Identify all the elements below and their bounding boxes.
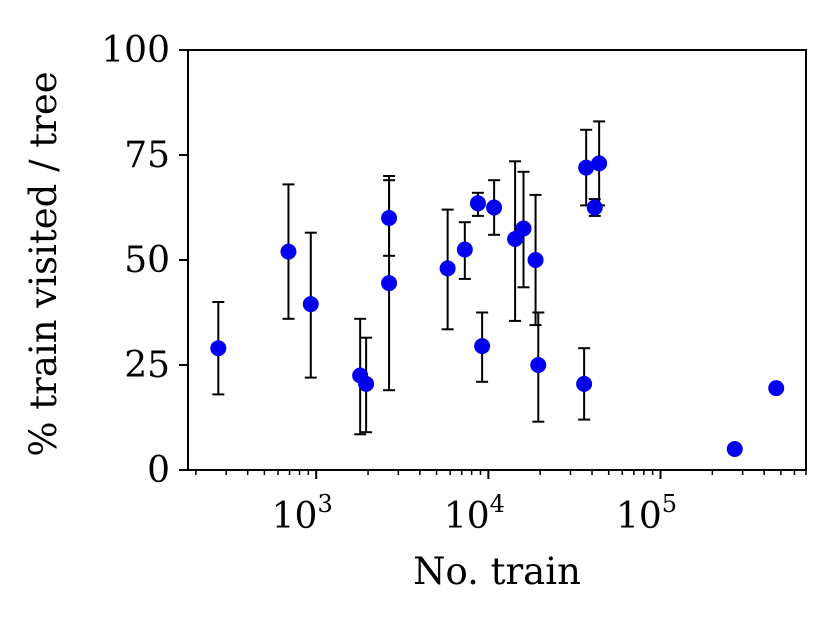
y-axis-title: % train visited / tree: [22, 71, 65, 456]
data-point: [726, 441, 743, 457]
data-point: [302, 296, 319, 313]
y-tick-label: 0: [147, 450, 170, 491]
y-tick-labels: 0 25 50 75 100: [101, 30, 170, 491]
x-tick-label: 103: [272, 490, 333, 537]
data-point: [515, 220, 532, 237]
data-point: [381, 275, 398, 292]
data-point: [456, 241, 473, 258]
data-point: [439, 260, 456, 277]
data-point: [486, 199, 503, 216]
x-tick-label: 104: [444, 490, 505, 537]
data-point: [586, 199, 603, 216]
data-point: [530, 357, 547, 373]
x-tick-label: 105: [616, 490, 677, 537]
y-tick-label: 100: [101, 30, 170, 71]
data-point: [527, 252, 544, 268]
x-axis-title: No. train: [413, 550, 581, 593]
data-point: [358, 375, 375, 392]
y-tick-label: 50: [124, 240, 170, 281]
data-point: [578, 159, 595, 176]
plot-frame: [187, 49, 807, 471]
data-point: [381, 210, 398, 226]
data-point: [210, 340, 227, 357]
axis-ticks: [179, 49, 662, 479]
y-tick-label: 75: [124, 135, 170, 176]
data-point: [591, 155, 608, 172]
data-point: [768, 380, 785, 397]
data-points: [210, 155, 785, 457]
data-point: [576, 375, 593, 392]
y-tick-label: 25: [124, 345, 170, 386]
x-tick-labels: 103 104 105: [272, 490, 677, 537]
data-point: [469, 195, 486, 212]
error-bars: [212, 120, 606, 436]
data-point: [474, 338, 491, 355]
data-point: [280, 243, 297, 260]
